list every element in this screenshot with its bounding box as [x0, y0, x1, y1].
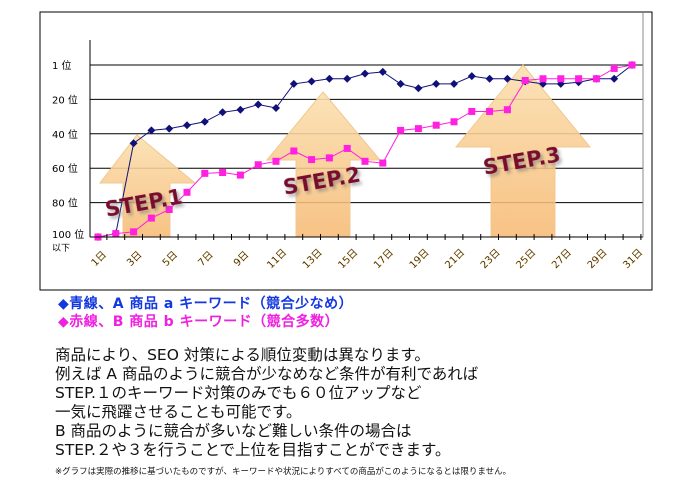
data-point-square: [254, 161, 262, 169]
data-point-diamond: [503, 74, 512, 83]
data-point-square: [610, 64, 618, 72]
data-point-square: [503, 106, 511, 114]
data-point-square: [397, 126, 405, 134]
description-line: 商品により、SEO 対策による順位変動は異なります。: [55, 346, 430, 364]
data-point-diamond: [183, 121, 191, 130]
data-point-square: [575, 75, 583, 83]
data-point-diamond: [467, 72, 476, 81]
data-point-square: [557, 75, 565, 83]
y-tick-label: 100 位: [52, 228, 84, 241]
data-point-diamond: [254, 100, 263, 109]
data-point-square: [272, 157, 280, 165]
data-point-square: [486, 107, 494, 115]
data-point-diamond: [236, 105, 245, 114]
data-point-square: [290, 147, 298, 155]
data-point-square: [361, 157, 369, 165]
data-point-square: [147, 214, 155, 222]
data-point-square: [183, 188, 191, 196]
data-point-square: [521, 76, 529, 84]
data-point-diamond: [485, 74, 494, 83]
description-line: STEP.１のキーワード対策のみでも６０位アップなど: [55, 384, 422, 402]
data-point-diamond: [200, 117, 209, 126]
data-point-square: [592, 75, 600, 83]
data-point-square: [130, 228, 138, 236]
y-tick-label: 1 位: [52, 59, 72, 72]
data-point-diamond: [432, 79, 441, 88]
data-point-square: [379, 159, 387, 167]
description-line: B 商品のように競合が多いなど難しい条件の場合は: [55, 422, 412, 440]
y-tick-label: 80 位: [52, 197, 78, 210]
y-tick-label: 40 位: [52, 128, 78, 141]
data-point-diamond: [396, 79, 405, 88]
data-point-diamond: [610, 74, 619, 83]
data-point-diamond: [361, 69, 369, 78]
data-point-square: [343, 144, 351, 152]
data-point-diamond: [307, 77, 316, 86]
data-point-square: [432, 121, 440, 129]
data-point-diamond: [450, 79, 458, 88]
data-point-square: [539, 75, 547, 83]
data-point-square: [236, 171, 244, 179]
data-point-diamond: [218, 108, 227, 117]
data-point-diamond: [343, 74, 352, 83]
data-point-square: [219, 169, 227, 176]
description-line: STEP.２や３を行うことで上位を目指すことができます。: [55, 441, 451, 459]
data-point-square: [628, 61, 636, 69]
data-point-diamond: [165, 124, 174, 133]
data-point-square: [308, 156, 316, 164]
legend-red-series: ◆赤線、B 商品 b キーワード（競合多数）: [58, 314, 340, 330]
y-tick-label: 20 位: [52, 93, 78, 106]
data-point-square: [165, 205, 173, 213]
description-line: 例えば A 商品のように競合が少なめなど条件が有利であれば: [55, 365, 479, 383]
data-point-square: [414, 125, 422, 133]
description-text: 商品により、SEO 対策による順位変動は異なります。 例えば A 商品のように競…: [55, 346, 478, 460]
y-tick-label: 60 位: [52, 162, 78, 175]
data-point-square: [468, 107, 476, 115]
data-point-diamond: [325, 74, 334, 83]
data-point-square: [450, 118, 458, 126]
data-point-diamond: [147, 126, 156, 135]
data-point-diamond: [289, 79, 298, 88]
data-point-square: [325, 154, 333, 162]
description-line: 一気に飛躍させることも可能です。: [55, 403, 302, 421]
data-point-diamond: [378, 67, 387, 76]
y-tick-sublabel: 以下: [52, 244, 70, 254]
data-point-diamond: [272, 104, 280, 112]
disclaimer-note: ※グラフは実際の推移に基づいたものですが、キーワードや状況によりすべての商品がこ…: [55, 467, 512, 477]
data-point-square: [201, 169, 209, 177]
data-point-diamond: [414, 84, 423, 93]
data-point-square: [112, 230, 120, 238]
data-point-diamond: [129, 139, 138, 148]
legend-blue-series: ◆青線、A 商品 a キーワード（競合少なめ）: [58, 296, 354, 312]
